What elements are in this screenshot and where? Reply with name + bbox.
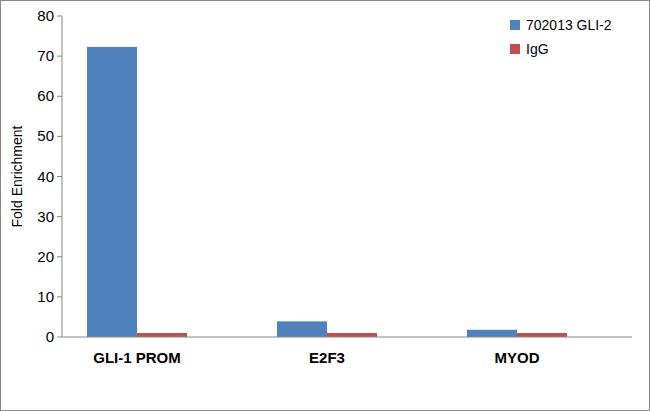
- legend-swatch: [510, 20, 520, 30]
- y-tick-label: 80: [37, 7, 54, 24]
- x-tick-label: MYOD: [495, 349, 540, 366]
- legend-label: IgG: [526, 41, 549, 57]
- y-tick: [57, 176, 62, 177]
- x-axis: [62, 337, 632, 338]
- y-tick-label: 40: [37, 168, 54, 185]
- frame: [1, 1, 650, 411]
- y-tick: [57, 136, 62, 137]
- y-tick-label: 10: [37, 288, 54, 305]
- y-tick-label: 60: [37, 87, 54, 104]
- y-tick-label: 50: [37, 127, 54, 144]
- bar: [277, 321, 327, 337]
- y-tick: [57, 16, 62, 17]
- bar: [137, 333, 187, 337]
- y-tick-label: 0: [46, 328, 54, 345]
- bar: [517, 333, 567, 337]
- x-tick-label: E2F3: [309, 349, 345, 366]
- y-axis: [62, 16, 63, 337]
- chart: 0 10 20 30 40 50 60 70 80 Fold Enrichment GLI-1 PR…: [0, 0, 650, 411]
- y-tick: [57, 56, 62, 57]
- legend-label: 702013 GLI-2: [526, 17, 612, 33]
- y-tick: [57, 296, 62, 297]
- x-tick-label: GLI-1 PROM: [93, 349, 181, 366]
- bar: [87, 47, 137, 337]
- y-tick: [57, 256, 62, 257]
- y-tick: [57, 337, 62, 338]
- y-tick-label: 20: [37, 248, 54, 265]
- y-tick-label: 30: [37, 208, 54, 225]
- y-tick: [57, 96, 62, 97]
- y-tick: [57, 216, 62, 217]
- y-tick-label: 70: [37, 47, 54, 64]
- y-axis-label: Fold Enrichment: [9, 125, 25, 227]
- bar: [327, 333, 377, 337]
- bar: [467, 330, 517, 337]
- legend-swatch: [510, 44, 520, 54]
